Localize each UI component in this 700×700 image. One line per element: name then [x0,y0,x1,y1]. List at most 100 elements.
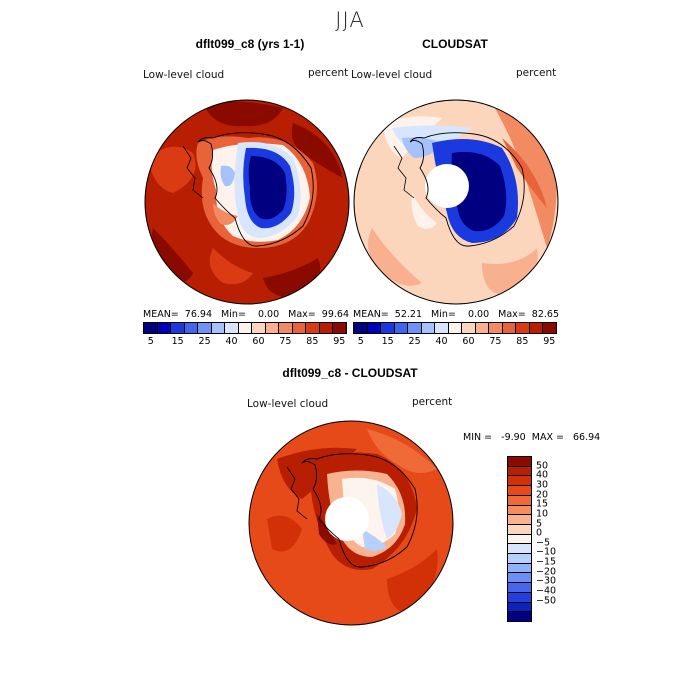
colorbar-tick-label: 75 [279,336,292,347]
colorbar-segment [508,494,531,505]
colorbar-tick-label: 40 [225,336,238,347]
panel-2-polar-map [353,99,559,305]
panel-3-colorbar [507,456,532,622]
panel-3-units: percent [412,396,453,408]
colorbar-segment [170,323,184,333]
colorbar-tick-label: 5 [536,518,543,530]
colorbar-tick-label: −20 [536,566,557,578]
colorbar-tick-label: 75 [489,336,502,347]
colorbar-segment [515,323,529,333]
season-title: JJA [335,8,365,32]
colorbar-segment [508,572,531,583]
panel-2-colorbar [353,322,557,334]
colorbar-tick-label: 15 [381,336,394,347]
colorbar-tick-label: 5 [147,336,154,347]
colorbar-segment [508,514,531,524]
colorbar-tick-label: 0 [536,527,543,539]
colorbar-tick-label: 30 [536,479,549,491]
colorbar-segment [542,323,556,333]
colorbar-segment [508,601,531,612]
colorbar-tick-label: 95 [543,336,556,347]
colorbar-tick-label: 15 [536,498,549,510]
colorbar-tick-label: −10 [536,546,557,558]
colorbar-segment [264,323,279,333]
colorbar-tick-label: 60 [252,336,265,347]
panel-1-variable: Low-level cloud [143,69,225,81]
colorbar-segment [251,323,265,333]
colorbar-tick-label: 50 [536,460,549,472]
colorbar-segment [354,323,367,333]
colorbar-tick-label: −5 [536,537,551,549]
colorbar-segment [434,323,448,333]
colorbar-segment [508,485,531,495]
colorbar-segment [144,323,157,333]
colorbar-segment [407,323,421,333]
colorbar-segment [224,323,238,333]
panel-2-colorbar-ticks: 5 15 25 40 60 75 85 95 [353,336,557,348]
colorbar-tick-label: −30 [536,575,557,587]
colorbar-tick-label: 25 [198,336,211,347]
panel-3-colorbar-ticks: 50 40 30 20 15 10 5 0 −5 −10 −15 −20 −30 −40 −50 [536,456,576,620]
panel-3-title: dflt099_c8 - CLOUDSAT [282,366,418,380]
colorbar-segment [183,323,198,333]
colorbar-segment [366,323,381,333]
colorbar-segment [380,323,394,333]
colorbar-segment [528,323,543,333]
panel-1-stats: MEAN= 76.94 Min= 0.00 Max= 99.64 [143,309,350,320]
colorbar-segment [420,323,435,333]
colorbar-segment [488,323,502,333]
panel-2-units: percent [516,67,557,79]
panel-1-title: dflt099_c8 (yrs 1-1) [195,37,305,51]
colorbar-segment [393,323,408,333]
colorbar-segment [305,323,319,333]
colorbar-tick-label: 85 [306,336,319,347]
colorbar-segment [508,457,531,466]
colorbar-tick-label: 25 [408,336,421,347]
colorbar-segment [318,323,333,333]
colorbar-tick-label: 40 [435,336,448,347]
colorbar-segment [156,323,171,333]
colorbar-segment [501,323,516,333]
panel-1-colorbar [143,322,347,334]
colorbar-segment [508,465,531,476]
colorbar-segment [197,323,211,333]
colorbar-segment [508,475,531,486]
colorbar-tick-label: −40 [536,585,557,597]
colorbar-tick-label: 60 [462,336,475,347]
panel-1-units: percent [308,67,349,79]
colorbar-segment [508,533,531,544]
colorbar-tick-label: 10 [536,508,549,520]
panel-2-title: CLOUDSAT [422,37,488,51]
colorbar-segment [291,323,306,333]
colorbar-tick-label: 85 [516,336,529,347]
panel-1-polar-map [144,99,350,305]
panel-3-variable: Low-level cloud [247,398,329,410]
colorbar-segment [447,323,462,333]
colorbar-segment [508,582,531,592]
colorbar-tick-label: 40 [536,469,549,481]
colorbar-segment [508,591,531,602]
colorbar-segment [461,323,475,333]
colorbar-segment [508,504,531,515]
colorbar-segment [237,323,252,333]
panel-2-variable: Low-level cloud [351,69,433,81]
colorbar-tick-label: −50 [536,595,557,607]
colorbar-segment [278,323,292,333]
colorbar-segment [508,543,531,554]
colorbar-segment [210,323,225,333]
panel-3-stats: MIN = -9.90 MAX = 66.94 [463,432,601,443]
colorbar-tick-label: 15 [171,336,184,347]
colorbar-tick-label: −15 [536,556,557,568]
panel-3-polar-map [248,420,454,626]
colorbar-segment [474,323,489,333]
colorbar-segment [508,611,531,621]
colorbar-segment [508,523,531,534]
colorbar-segment [332,323,346,333]
colorbar-segment [508,553,531,563]
colorbar-tick-label: 5 [357,336,364,347]
panel-2-stats: MEAN= 52.21 Min= 0.00 Max= 82.65 [353,309,560,320]
colorbar-segment [508,562,531,573]
colorbar-tick-label: 95 [333,336,346,347]
colorbar-tick-label: 20 [536,489,549,501]
panel-1-colorbar-ticks: 5 15 25 40 60 75 85 95 [143,336,347,348]
